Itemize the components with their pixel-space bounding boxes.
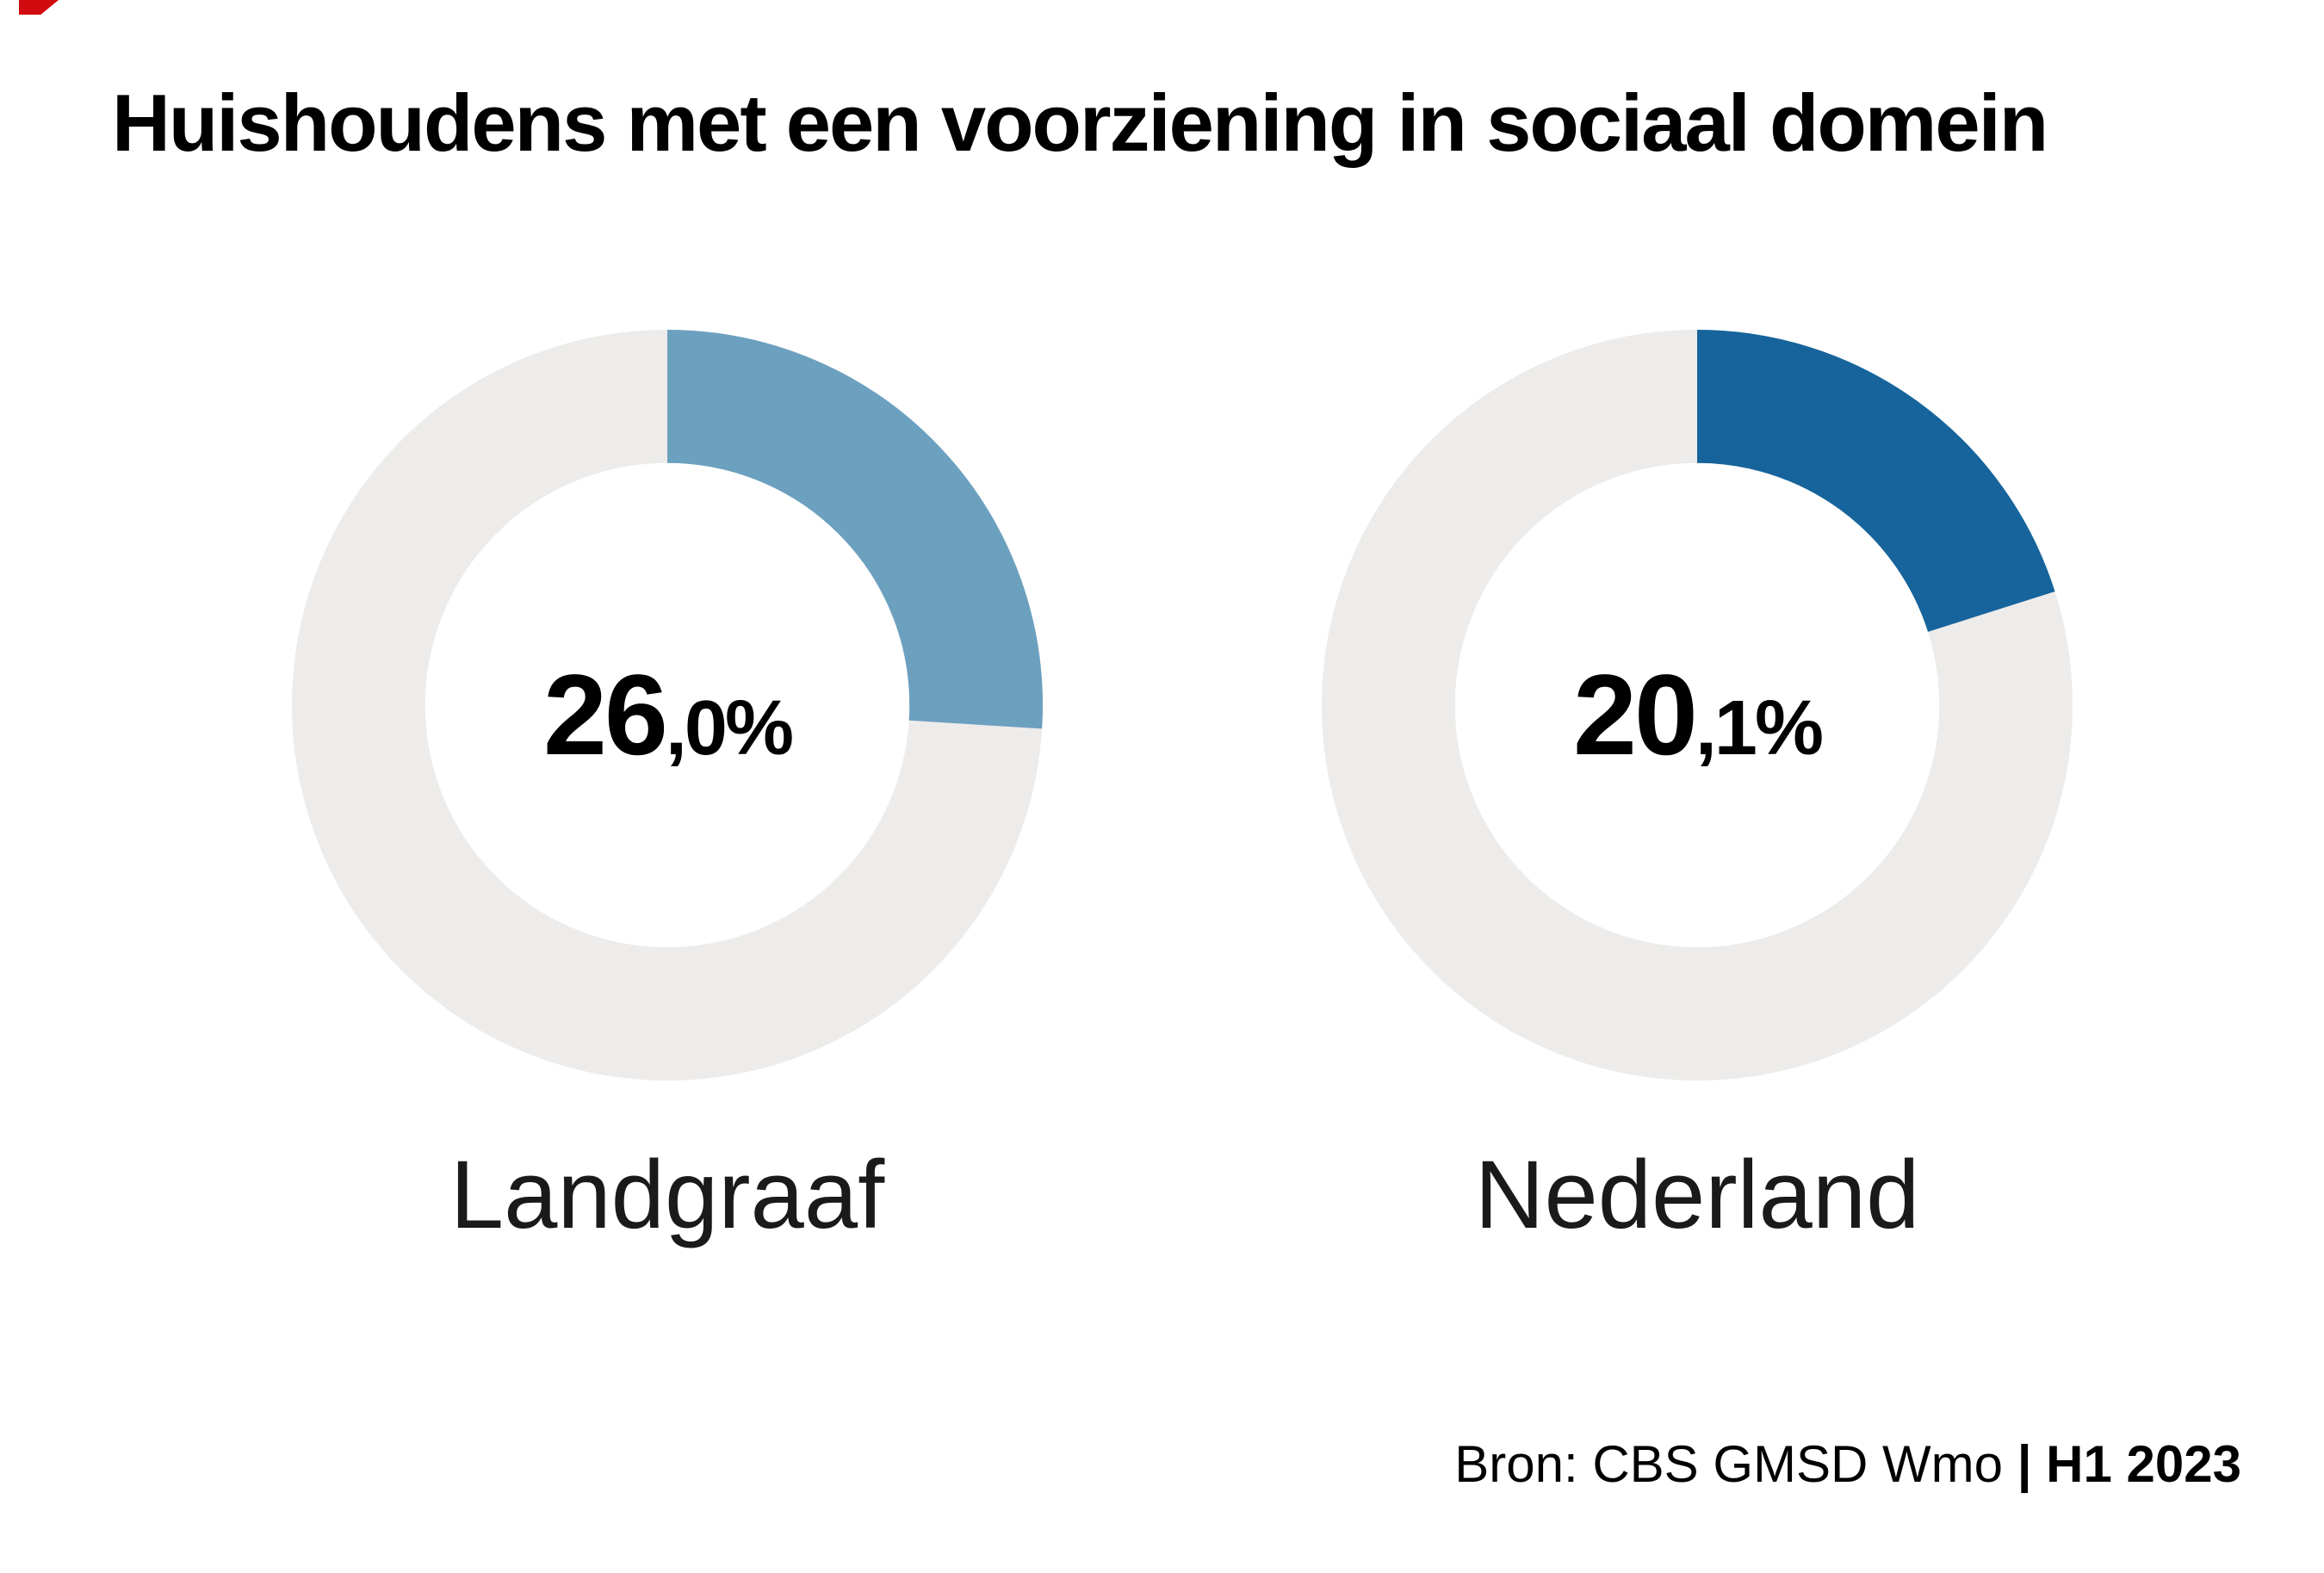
donut-label-landgraaf: Landgraaf: [449, 1141, 885, 1248]
donut-chart-landgraaf: 26,0%: [292, 330, 1043, 1081]
donut-arc-landgraaf: [292, 330, 1043, 1081]
source-label: Bron: CBS GMSD Wmo: [1454, 1435, 2017, 1493]
source-period: | H1 2023: [2017, 1435, 2241, 1493]
donut-label-nederland: Nederland: [1474, 1141, 1920, 1248]
donut-ring-landgraaf: [292, 330, 1043, 1081]
donut-arc-nederland: [1322, 330, 2073, 1081]
donut-chart-nederland: 20,1%: [1322, 330, 2073, 1081]
chart-title: Huishoudens met een voorziening in socia…: [112, 77, 2048, 168]
donut-ring-nederland: [1322, 330, 2073, 1081]
corner-accent-flag: [19, 0, 59, 15]
source-line: Bron: CBS GMSD Wmo | H1 2023: [1454, 1436, 2241, 1493]
